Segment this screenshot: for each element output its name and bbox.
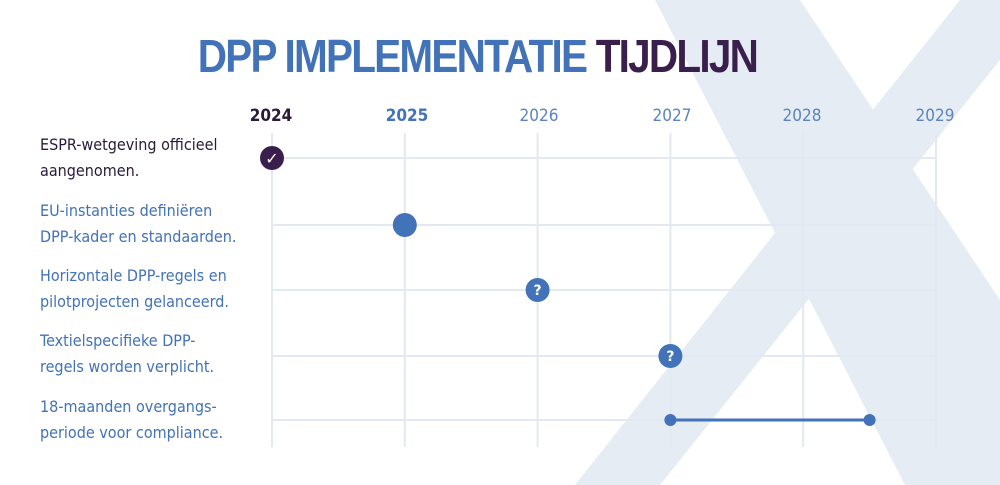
event-dot-marker: [392, 213, 417, 237]
background-x-stroke-2: [575, 0, 1000, 485]
question-marker: [658, 344, 683, 368]
year-tick-label: 2028: [782, 106, 822, 126]
event-label-line: regels worden verplicht.: [40, 357, 215, 376]
year-tick-label: 2026: [519, 106, 559, 126]
event-label: Horizontale DPP-regels en pilotprojecten…: [40, 263, 270, 315]
event-label: EU-instanties definiëren DPP-kader en st…: [40, 198, 270, 250]
event-label-line: 18-maanden overgangs-: [40, 397, 217, 416]
question-icon: ?: [666, 349, 674, 365]
event-label: 18-maanden overgangs- periode voor compl…: [40, 394, 270, 446]
event-label-line: Textielspecifieke DPP-: [40, 331, 196, 350]
check-marker: [260, 146, 284, 170]
check-icon: ✓: [265, 149, 278, 168]
page-title: DPP IMPLEMENTATIE TIJDLIJN: [57, 28, 897, 84]
event-label-line: EU-instanties definiëren: [40, 201, 213, 220]
event-label: Textielspecifieke DPP- regels worden ver…: [40, 328, 270, 380]
range-end-dot: [863, 414, 876, 426]
event-label-line: DPP-kader en standaarden.: [40, 227, 237, 246]
event-label-line: periode voor compliance.: [40, 423, 224, 442]
event-label-line: aangenomen.: [40, 161, 140, 180]
event-label-line: Horizontale DPP-regels en: [40, 266, 227, 285]
range-start-dot: [664, 414, 677, 426]
event-label-line: ESPR-wetgeving officieel: [40, 135, 218, 154]
title-part-1: DPP IMPLEMENTATIE: [197, 30, 588, 82]
question-marker: [525, 278, 550, 302]
title-part-2: TIJDLIJN: [595, 30, 759, 82]
question-icon: ?: [534, 283, 542, 299]
year-tick-label: 2027: [652, 106, 692, 126]
year-tick-label: 2029: [915, 106, 955, 126]
year-tick-label: 2024: [249, 106, 293, 126]
year-tick-label: 2025: [385, 106, 429, 126]
event-label: ESPR-wetgeving officieel aangenomen.: [40, 132, 270, 184]
event-label-line: pilotprojecten gelanceerd.: [40, 292, 229, 311]
